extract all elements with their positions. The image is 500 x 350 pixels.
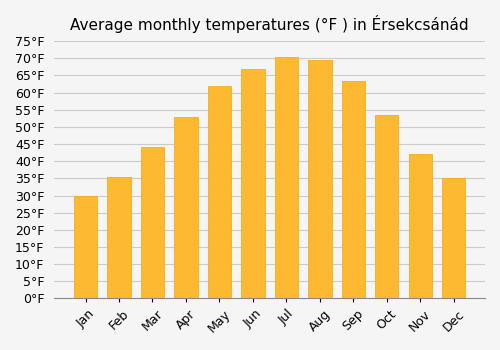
Bar — [174, 117, 198, 299]
Title: Average monthly temperatures (°F ) in Érsekcsánád: Average monthly temperatures (°F ) in Ér… — [70, 15, 469, 33]
Bar — [241, 69, 264, 299]
Bar — [342, 80, 365, 299]
Bar — [308, 60, 332, 299]
Bar — [274, 57, 298, 299]
Bar — [74, 196, 97, 299]
Bar — [375, 115, 398, 299]
Bar — [140, 147, 164, 299]
Bar — [408, 154, 432, 299]
Bar — [108, 177, 130, 299]
Bar — [442, 178, 466, 299]
Bar — [208, 86, 231, 299]
